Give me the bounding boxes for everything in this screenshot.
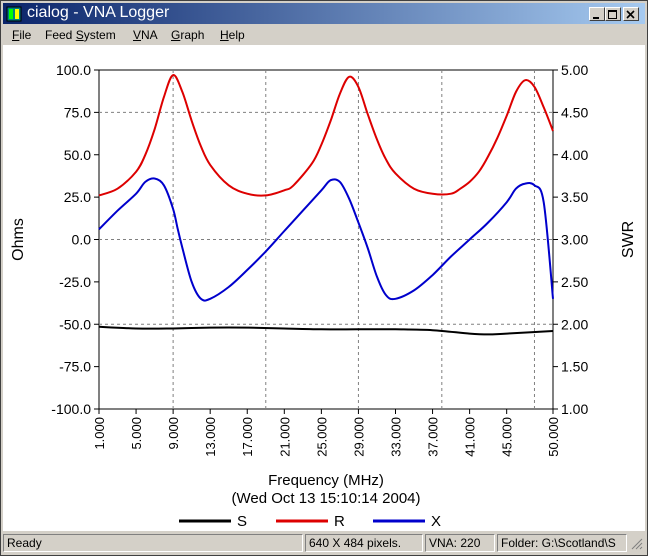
maximize-button[interactable]: [605, 7, 621, 21]
y-right-tick-label-0: 5.00: [561, 62, 588, 78]
x-tick-label-9: 37.000: [426, 417, 441, 457]
y-axis-right-label: SWR: [620, 221, 637, 258]
legend-label-S: S: [237, 513, 247, 530]
maximize-icon: [608, 10, 617, 19]
x-tick-label-0: 1.000: [92, 417, 107, 450]
minimize-icon: [593, 17, 599, 19]
status-vna: VNA: 220: [425, 534, 495, 552]
chart-subtitle: (Wed Oct 13 15:10:14 2004): [231, 490, 420, 507]
x-tick-label-10: 41.000: [463, 417, 478, 457]
x-tick-label-3: 13.000: [203, 417, 218, 457]
app-icon[interactable]: [6, 6, 22, 22]
x-tick-label-1: 5.000: [129, 417, 144, 450]
menu-help[interactable]: Help: [220, 28, 245, 42]
series-line-S: [98, 325, 554, 336]
resize-grip-icon[interactable]: [631, 538, 643, 550]
y-right-tick-label-2: 4.00: [561, 147, 588, 163]
menu-bar: File Feed System VNA Graph Help: [3, 25, 645, 45]
x-tick-label-4: 17.000: [240, 417, 255, 457]
y-left-tick-label-0: 100.0: [56, 62, 91, 78]
y-right-tick-label-4: 3.00: [561, 232, 588, 248]
x-tick-label-6: 25.000: [314, 417, 329, 457]
menu-vna[interactable]: VNA: [133, 28, 158, 42]
y-right-tick-label-3: 3.50: [561, 189, 588, 205]
menu-help-label: Help: [220, 28, 245, 42]
status-folder: Folder: G:\Scotland\S: [497, 534, 627, 552]
legend-label-R: R: [334, 513, 345, 530]
menu-file-label-rest: ile: [19, 28, 32, 42]
y-left-tick-label-6: -50.0: [59, 316, 91, 332]
y-left-tick-label-4: 0.0: [72, 232, 92, 248]
minimize-button[interactable]: [589, 7, 605, 21]
status-bar: Ready 640 X 484 pixels. VNA: 220 Folder:…: [3, 533, 645, 553]
y-right-tick-label-7: 1.50: [561, 359, 588, 375]
x-tick-label-7: 29.000: [351, 417, 366, 457]
x-tick-label-11: 45.000: [500, 417, 515, 457]
y-left-tick-label-3: 25.0: [64, 189, 91, 205]
y-left-tick-label-1: 75.0: [64, 104, 91, 120]
y-left-tick-label-2: 50.0: [64, 147, 91, 163]
y-right-tick-label-6: 2.00: [561, 316, 588, 332]
title-bar[interactable]: cialog - VNA Logger: [3, 3, 645, 24]
close-button[interactable]: [623, 7, 639, 21]
window-title: cialog - VNA Logger: [27, 4, 170, 21]
menu-feed-system-label: Feed System: [45, 28, 116, 42]
x-axis-label: Frequency (MHz): [268, 472, 384, 489]
y-right-tick-label-8: 1.00: [561, 401, 588, 417]
y-right-tick-label-5: 2.50: [561, 274, 588, 290]
vna-chart[interactable]: 100.0 75.0 50.0 25.0 0.0 -25.0 -50.0 -75.0 -100.…: [3, 45, 645, 531]
y-left-tick-label-8: -100.0: [51, 401, 91, 417]
graph-area[interactable]: 100.0 75.0 50.0 25.0 0.0 -25.0 -50.0 -75.0 -100.…: [3, 45, 645, 531]
menu-graph[interactable]: Graph: [171, 28, 204, 42]
y-left-tick-label-5: -25.0: [59, 274, 91, 290]
close-icon: [626, 10, 635, 19]
menu-feed-system[interactable]: Feed System: [45, 28, 116, 42]
y-right-tick-label-1: 4.50: [561, 104, 588, 120]
y-left-tick-label-7: -75.0: [59, 359, 91, 375]
x-tick-label-8: 33.000: [388, 417, 403, 457]
series-line-R: [98, 74, 554, 197]
y-axis-left-label: Ohms: [10, 218, 27, 261]
legend-label-X: X: [431, 513, 441, 530]
series-line-X: [98, 177, 554, 302]
x-tick-label-5: 21.000: [277, 417, 292, 457]
status-ready: Ready: [3, 534, 303, 552]
x-tick-label-12: 50.000: [546, 417, 561, 457]
menu-vna-label: VNA: [133, 28, 158, 42]
menu-graph-label: Graph: [171, 28, 205, 42]
x-tick-label-2: 9.000: [166, 417, 181, 450]
menu-file[interactable]: File: [12, 28, 32, 42]
status-size: 640 X 484 pixels.: [305, 534, 423, 552]
